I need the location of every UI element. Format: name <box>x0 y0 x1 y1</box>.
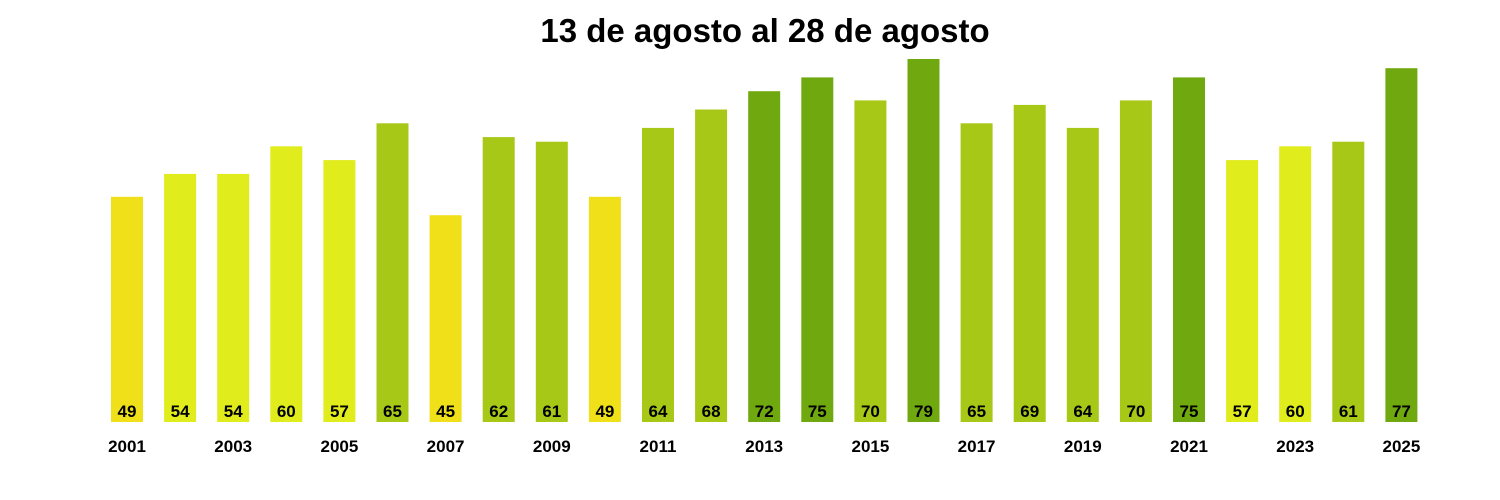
x-tick-2005: 2005 <box>320 437 358 456</box>
data-label-2015: 70 <box>861 402 880 421</box>
data-label-2003: 54 <box>224 402 243 421</box>
bar-2016 <box>907 59 940 422</box>
x-tick-2013: 2013 <box>745 437 783 456</box>
bar-2019 <box>1066 127 1099 423</box>
x-tick-2011: 2011 <box>640 437 677 456</box>
data-label-2006: 65 <box>383 402 402 421</box>
data-label-2016: 79 <box>914 402 933 421</box>
data-label-2022: 57 <box>1233 402 1252 421</box>
bar-2005 <box>323 160 356 422</box>
bar-2017 <box>960 123 993 423</box>
data-label-2005: 57 <box>330 402 349 421</box>
bar-2003 <box>217 173 250 422</box>
data-label-2012: 68 <box>702 402 721 421</box>
data-label-2014: 75 <box>808 402 827 421</box>
x-tick-2023: 2023 <box>1276 437 1314 456</box>
bar-2007 <box>429 215 462 422</box>
data-label-2020: 70 <box>1126 402 1145 421</box>
bar-2020 <box>1119 100 1152 423</box>
data-label-2024: 61 <box>1339 402 1358 421</box>
bar-2011 <box>642 127 674 423</box>
bar-2001 <box>111 196 143 422</box>
x-tick-2009: 2009 <box>533 437 571 456</box>
data-label-2008: 62 <box>489 402 508 421</box>
x-tick-2003: 2003 <box>214 437 252 456</box>
bar-2022 <box>1226 160 1259 422</box>
chart-title: 13 de agosto al 28 de agosto <box>540 12 990 49</box>
data-label-2010: 49 <box>595 402 614 421</box>
data-label-2025: 77 <box>1392 402 1411 421</box>
bar-2025 <box>1385 68 1418 422</box>
bar-2018 <box>1013 104 1046 423</box>
x-tick-2015: 2015 <box>851 437 889 456</box>
data-label-2017: 65 <box>967 402 986 421</box>
x-tick-2001: 2001 <box>108 437 146 456</box>
x-tick-2025: 2025 <box>1382 437 1420 456</box>
data-label-2004: 60 <box>277 402 296 421</box>
data-label-2021: 75 <box>1180 402 1199 421</box>
data-label-2018: 69 <box>1020 402 1039 421</box>
bar-2012 <box>695 109 728 422</box>
x-tick-2019: 2019 <box>1064 437 1102 456</box>
data-label-2002: 54 <box>171 402 190 421</box>
bar-2023 <box>1279 146 1312 423</box>
data-label-2007: 45 <box>436 402 455 421</box>
bar-2004 <box>270 146 303 423</box>
bar-2008 <box>482 137 515 422</box>
bar-2024 <box>1332 141 1365 422</box>
data-label-2011: 64 <box>649 402 668 421</box>
bar-2013 <box>748 91 781 422</box>
data-label-2019: 64 <box>1073 402 1092 421</box>
x-tick-2007: 2007 <box>427 437 465 456</box>
data-label-2009: 61 <box>542 402 561 421</box>
data-label-2001: 49 <box>118 402 137 421</box>
data-label-2023: 60 <box>1286 402 1305 421</box>
bar-2010 <box>588 196 621 422</box>
bar-2009 <box>535 141 568 422</box>
x-tick-2017: 2017 <box>958 437 996 456</box>
bar-2014 <box>801 77 834 423</box>
bar-2006 <box>376 123 409 423</box>
bar-2021 <box>1173 77 1205 423</box>
bar-2015 <box>854 100 887 423</box>
bar-2002 <box>164 173 197 422</box>
data-label-2013: 72 <box>755 402 774 421</box>
x-tick-2021: 2021 <box>1170 437 1208 456</box>
